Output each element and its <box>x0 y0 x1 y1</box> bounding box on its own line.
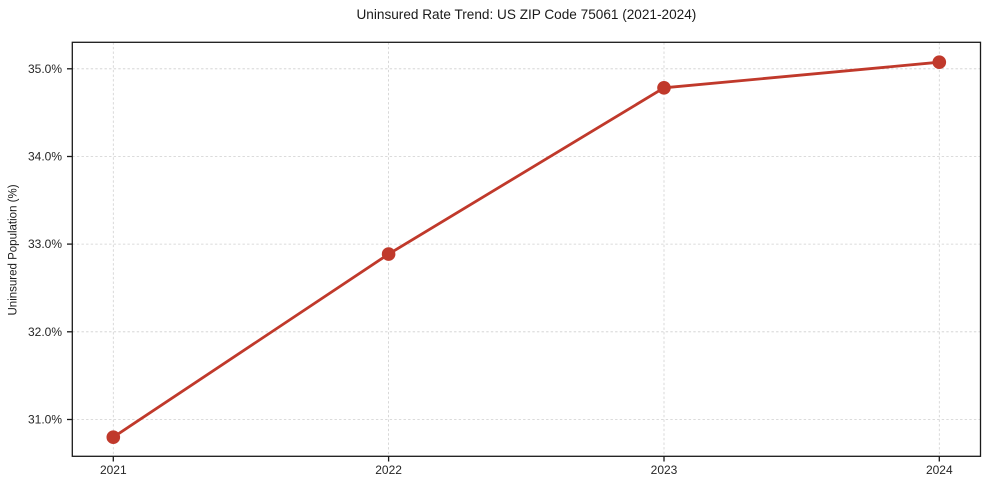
svg-text:31.0%: 31.0% <box>28 413 62 427</box>
svg-text:34.0%: 34.0% <box>28 150 62 164</box>
svg-text:2021: 2021 <box>100 463 127 477</box>
svg-text:2022: 2022 <box>375 463 402 477</box>
svg-text:35.0%: 35.0% <box>28 62 62 76</box>
svg-text:2023: 2023 <box>651 463 678 477</box>
svg-text:33.0%: 33.0% <box>28 237 62 251</box>
svg-text:32.0%: 32.0% <box>28 325 62 339</box>
svg-text:2024: 2024 <box>926 463 953 477</box>
